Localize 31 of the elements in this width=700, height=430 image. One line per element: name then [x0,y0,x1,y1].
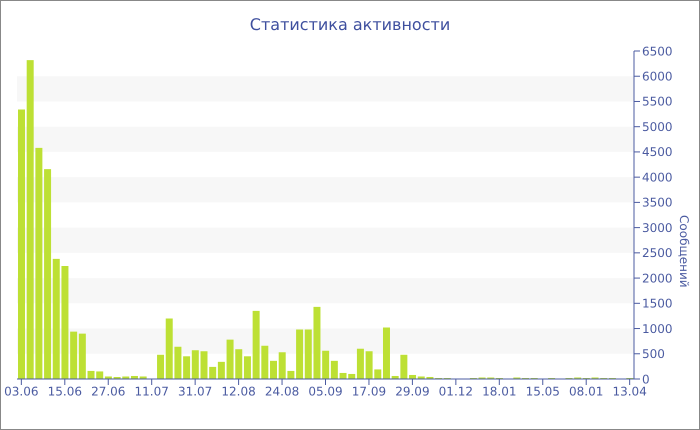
y-tick-label: 5000 [642,120,673,134]
y-tick-label: 2000 [642,271,673,286]
x-tick-label: 12.08 [221,384,256,399]
x-tick-label: 15.06 [48,384,82,399]
y-tick-label: 2500 [642,246,673,260]
x-tick-label: 03.06 [4,384,39,399]
x-tick-label: 05.09 [308,384,343,399]
y-tick-label: 4500 [642,145,673,160]
x-tick-label: 08.01 [569,384,604,399]
x-tick-label: 18.01 [482,384,516,399]
x-tick-label: 15.05 [526,384,560,399]
y-tick-label: 0 [642,372,650,386]
y-tick-label: 6000 [642,69,673,84]
x-tick-label: 01.12 [438,384,474,399]
y-tick-label: 3000 [642,220,673,235]
y-tick-label: 5500 [642,94,673,109]
x-tick-label: 17.09 [352,384,386,399]
x-tick-label: 29.09 [395,384,430,399]
y-axis-title: Сообщений [676,215,691,288]
y-tick-label: 4000 [642,170,673,184]
x-tick-label: 24.08 [264,384,300,399]
y-tick-label: 1000 [642,322,673,336]
x-tick-label: 31.07 [178,384,212,399]
chart-title: Статистика активности [248,15,452,34]
y-tick-label: 1500 [642,296,673,311]
x-tick-label: 11.07 [134,384,169,399]
y-tick-label: 500 [642,347,665,362]
y-tick-label: 3500 [642,196,673,210]
y-tick-label: 6500 [642,44,673,58]
x-tick-label: 13.04 [612,384,647,399]
x-tick-label: 27.06 [91,384,126,399]
